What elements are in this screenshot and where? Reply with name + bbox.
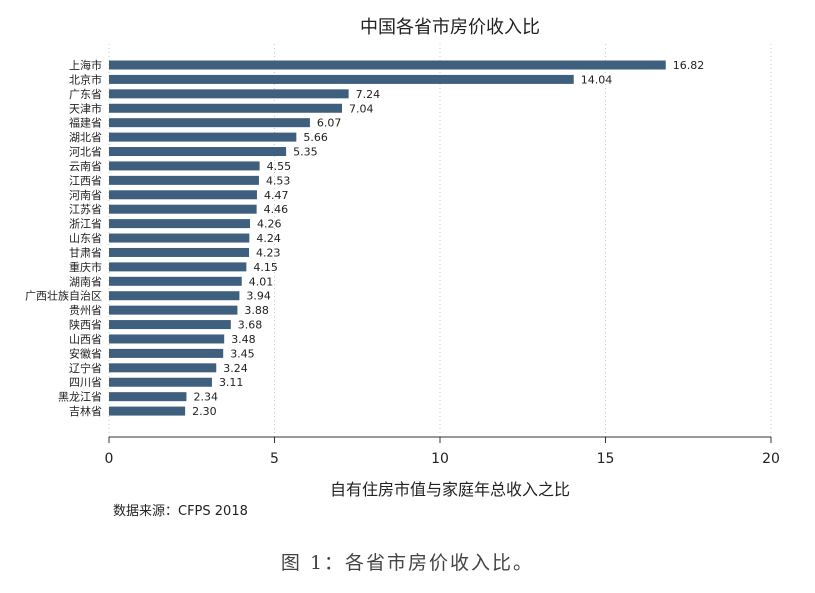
category-label: 天津市 [69, 101, 102, 115]
category-label: 云南省 [69, 160, 102, 173]
x-tick-label: 0 [105, 451, 114, 467]
x-tick-label: 5 [270, 451, 279, 467]
category-labels: 上海市北京市广东省天津市福建省湖北省河北省云南省江西省河南省江苏省浙江省山东省甘… [25, 58, 102, 418]
category-label: 山东省 [69, 232, 102, 245]
bar [109, 219, 251, 229]
bar [109, 233, 250, 243]
bar [109, 190, 257, 200]
category-label: 辽宁省 [69, 361, 102, 375]
bar [109, 147, 287, 157]
bar [109, 132, 297, 142]
category-label: 贵州省 [69, 304, 102, 317]
bar [109, 291, 240, 301]
value-label: 3.68 [238, 319, 262, 332]
value-label: 4.46 [264, 203, 289, 216]
value-label: 4.15 [253, 261, 277, 274]
category-label: 山西省 [69, 333, 102, 346]
x-tick-label: 20 [762, 451, 780, 467]
bar [109, 161, 260, 171]
category-label: 广东省 [69, 88, 102, 101]
category-label: 吉林省 [69, 404, 102, 418]
x-tick-label: 10 [431, 451, 449, 467]
bar [109, 363, 217, 373]
category-label: 黑龙江省 [58, 391, 102, 404]
chart-title: 中国各省市房价收入比 [360, 17, 540, 38]
bar [109, 262, 247, 272]
bar [109, 247, 250, 257]
category-label: 江西省 [69, 174, 102, 187]
value-label: 4.55 [267, 160, 292, 173]
value-label: 2.34 [193, 391, 218, 404]
figure-caption: 图 1：各省市房价收入比。 [280, 552, 535, 574]
bar [109, 377, 212, 387]
value-label: 14.04 [581, 73, 613, 86]
category-label: 上海市 [69, 58, 102, 72]
x-axis-label: 自有住房市值与家庭年总收入之比 [330, 480, 570, 499]
category-label: 广西壮族自治区 [25, 289, 102, 303]
category-label: 安徽省 [69, 346, 102, 360]
bar [109, 175, 259, 185]
value-label: 3.88 [244, 304, 268, 317]
bar [109, 118, 310, 128]
category-label: 河南省 [69, 189, 102, 202]
bar [109, 89, 349, 99]
value-label: 4.47 [264, 189, 289, 202]
category-label: 江苏省 [69, 203, 102, 216]
bar [109, 276, 242, 286]
value-label: 4.23 [256, 246, 281, 259]
value-label: 5.35 [293, 146, 318, 159]
x-tick-label: 15 [597, 451, 615, 467]
value-label: 4.53 [266, 174, 291, 187]
value-label: 4.24 [256, 232, 281, 245]
value-label: 16.82 [673, 59, 705, 72]
category-label: 河北省 [69, 146, 102, 159]
value-label: 3.94 [246, 290, 271, 303]
bar [109, 204, 257, 214]
category-label: 四川省 [69, 376, 102, 389]
category-label: 重庆市 [69, 260, 102, 274]
value-label: 3.11 [219, 376, 244, 389]
bar [109, 305, 238, 315]
bar [109, 60, 666, 70]
bar [109, 406, 186, 416]
category-label: 北京市 [69, 72, 102, 86]
bar [109, 320, 231, 330]
value-label: 7.24 [356, 88, 381, 101]
category-label: 湖南省 [69, 275, 102, 288]
bar [109, 392, 187, 402]
bar [109, 74, 574, 84]
bar [109, 348, 224, 358]
value-label: 2.30 [192, 405, 217, 418]
value-label: 7.04 [349, 102, 374, 115]
value-label: 4.01 [249, 275, 274, 288]
value-label: 4.26 [257, 218, 282, 231]
bars [109, 60, 666, 416]
bar [109, 334, 225, 344]
value-label: 5.66 [303, 131, 328, 144]
value-label: 3.24 [223, 362, 248, 375]
category-label: 甘肃省 [69, 246, 102, 259]
source-note: 数据来源：CFPS 2018 [113, 504, 248, 519]
value-label: 6.07 [317, 117, 342, 130]
category-label: 陕西省 [69, 318, 102, 332]
bar [109, 103, 343, 113]
value-label: 3.48 [231, 333, 256, 346]
x-axis-ticks: 0 5 10 15 20 [105, 437, 780, 467]
value-labels: 16.82 14.04 7.247.04 6.075.66 5.354.554.53 4.… [192, 59, 704, 418]
category-label: 浙江省 [69, 218, 102, 231]
category-label: 福建省 [69, 116, 102, 130]
value-label: 3.45 [230, 347, 255, 360]
category-label: 湖北省 [69, 131, 102, 144]
